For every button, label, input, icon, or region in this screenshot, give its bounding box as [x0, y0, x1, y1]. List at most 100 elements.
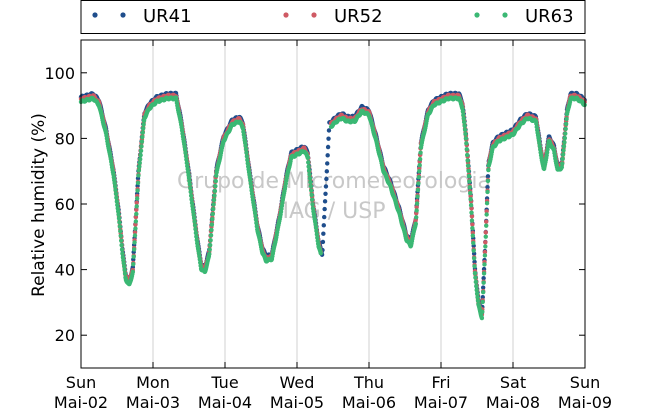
data-point: [466, 168, 471, 173]
x-tick-date: Mai-02: [54, 393, 108, 409]
data-point: [414, 201, 420, 206]
data-point: [243, 143, 248, 149]
data-point: [193, 226, 198, 232]
data-point: [210, 211, 215, 217]
data-point: [482, 262, 487, 267]
data-point: [132, 233, 138, 238]
data-point: [322, 199, 328, 204]
x-tick-date: Mai-04: [198, 393, 252, 409]
data-point: [486, 167, 491, 173]
x-tick-day: Sun: [66, 373, 96, 392]
data-point: [137, 156, 143, 162]
data-point: [306, 164, 311, 169]
data-point: [131, 261, 136, 267]
data-point: [472, 264, 477, 269]
legend-marker: [120, 12, 126, 18]
data-point: [211, 197, 217, 203]
data-point: [310, 202, 315, 207]
legend: UR41 UR52 UR63: [80, 0, 586, 34]
data-point: [467, 184, 472, 190]
data-point: [474, 283, 479, 289]
x-tick-date: Mai-09: [558, 393, 612, 409]
data-point: [306, 160, 311, 165]
data-point: [118, 238, 124, 243]
data-point: [133, 226, 138, 231]
legend-marker: [474, 12, 480, 18]
x-tick-date: Mai-08: [486, 393, 540, 409]
data-point: [188, 193, 194, 198]
data-point: [141, 126, 146, 131]
data-point: [416, 175, 422, 180]
data-point: [192, 219, 197, 224]
data-point: [484, 223, 489, 228]
data-point: [471, 248, 476, 253]
data-point: [116, 216, 122, 221]
x-tick-date: Mai-03: [126, 393, 180, 409]
data-point: [307, 172, 312, 177]
data-point: [245, 157, 250, 163]
data-point: [480, 289, 486, 295]
data-point: [560, 152, 566, 157]
data-point: [484, 219, 489, 224]
data-point: [467, 179, 472, 184]
data-point: [254, 220, 259, 226]
data-point: [188, 185, 193, 191]
data-point: [214, 173, 219, 178]
data-point: [114, 199, 120, 204]
data-point: [464, 141, 469, 146]
data-point: [462, 123, 467, 128]
data-point: [481, 276, 486, 281]
data-point: [470, 222, 475, 227]
data-point: [475, 295, 480, 300]
data-point: [248, 181, 253, 186]
data-point: [210, 206, 216, 212]
y-tick-label: 40: [55, 261, 75, 280]
data-point: [308, 183, 314, 189]
data-point: [466, 173, 472, 179]
watermark: Grupo de Micrometeorologia IAG / USP: [177, 169, 491, 224]
data-point: [188, 189, 193, 195]
data-point: [307, 176, 313, 181]
legend-marker: [283, 12, 289, 18]
axes: 20406080100SunMai-02MonMai-03TueMai-04We…: [44, 39, 612, 409]
data-point: [139, 139, 145, 144]
x-tick-day: Fri: [431, 373, 450, 392]
data-point: [193, 230, 199, 236]
data-point: [207, 247, 212, 252]
x-tick-day: Wed: [280, 373, 315, 392]
data-point: [468, 203, 474, 208]
data-point: [136, 173, 141, 178]
data-point: [244, 154, 250, 159]
data-point: [189, 200, 195, 206]
data-point: [207, 251, 212, 257]
watermark-text: IAG / USP: [283, 199, 386, 224]
legend-label: UR63: [525, 6, 574, 27]
data-point: [313, 225, 319, 230]
x-tick-date: Mai-05: [270, 393, 324, 409]
data-point: [136, 168, 142, 173]
data-point: [209, 227, 214, 233]
data-point: [474, 287, 479, 293]
data-point: [465, 158, 470, 163]
data-point: [475, 298, 481, 303]
data-point: [325, 153, 330, 158]
series-UR63: [78, 95, 587, 321]
data-point: [115, 209, 121, 214]
data-point: [469, 206, 474, 211]
data-point: [562, 135, 568, 141]
data-point: [135, 188, 140, 193]
data-point: [326, 136, 331, 141]
x-tick-date: Mai-07: [414, 393, 468, 409]
data-point: [463, 131, 468, 137]
legend-marker: [92, 12, 98, 18]
data-point: [414, 215, 419, 220]
data-point: [537, 144, 542, 149]
data-point: [112, 184, 118, 189]
data-point: [483, 234, 488, 239]
data-point: [321, 231, 326, 236]
data-point: [130, 269, 136, 275]
data-point: [187, 182, 193, 187]
data-point: [534, 121, 539, 126]
data-point: [417, 156, 423, 162]
